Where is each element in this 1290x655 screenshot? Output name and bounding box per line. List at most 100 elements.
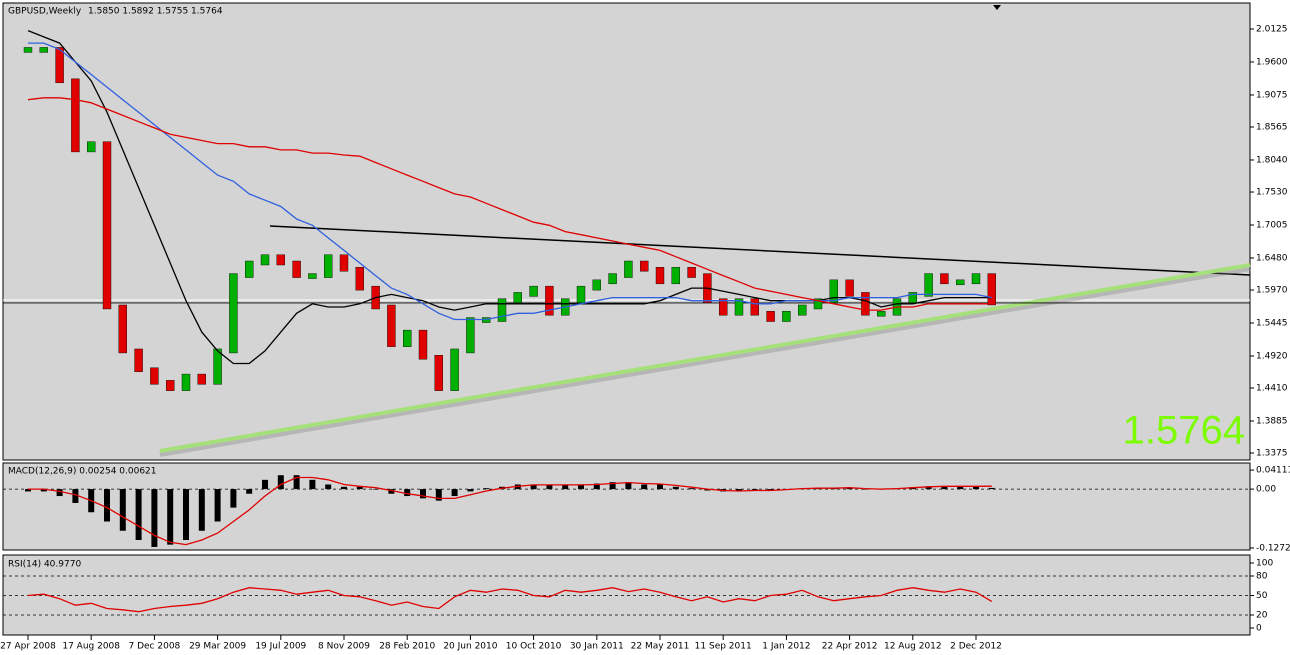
histogram-bar [435, 489, 442, 501]
indicator-line [27, 587, 993, 613]
y-tick-label: 0.04111 [1256, 466, 1290, 476]
candle [608, 273, 617, 285]
candle [719, 298, 728, 316]
histogram-bar [973, 486, 979, 490]
candle [782, 311, 791, 322]
histogram-bar [167, 489, 174, 545]
y-tick-label: 1.8565 [1256, 123, 1288, 133]
y-tick-label: 2.0125 [1256, 25, 1288, 35]
candle [134, 348, 143, 372]
moving-average [27, 29, 992, 365]
x-tick-label: 30 Jan 2011 [570, 642, 624, 652]
histogram-bar [40, 489, 47, 492]
ohlc-readout: 1.5850 1.5892 1.5755 1.5764 [88, 7, 223, 17]
candle [39, 47, 48, 53]
histogram-bar [767, 489, 774, 491]
chart-title: GBPUSD,Weekly [8, 7, 82, 17]
histogram-bar [119, 489, 126, 531]
candle [229, 273, 238, 354]
candle [497, 298, 507, 322]
candle [734, 298, 744, 316]
x-tick-label: 7 Dec 2008 [129, 642, 181, 652]
x-tick-label: 8 Nov 2009 [318, 642, 370, 652]
candle [55, 47, 64, 84]
histogram-bar [625, 482, 632, 490]
plot-layer: 27 Apr 2008 17 Aug 2008 7 Dec 2008 29 Mar 2… [0, 25, 1290, 652]
candle [576, 285, 586, 303]
histogram-bar [183, 489, 189, 541]
moving-average [27, 97, 992, 311]
macd-title: MACD(12,26,9) 0.00254 0.00621 [8, 467, 157, 477]
candle [924, 273, 933, 297]
rsi-title: RSI(14) 40.9770 [8, 560, 81, 570]
candle [86, 141, 96, 153]
y-tick-label: 100 [1256, 558, 1273, 568]
histogram-bar [862, 489, 869, 490]
y-tick-label: 1.5970 [1256, 286, 1288, 296]
candle [940, 273, 949, 285]
candle [418, 329, 428, 360]
x-tick-label: 20 Jun 2010 [443, 642, 497, 652]
histogram-bar [483, 488, 490, 490]
candle [71, 78, 80, 153]
histogram-bar [56, 489, 63, 497]
histogram-bar [751, 489, 758, 491]
histogram-bar [546, 485, 553, 490]
x-tick-label: 1 Jan 2012 [762, 642, 810, 652]
indicator-line [28, 476, 992, 546]
y-tick-label: 1.3885 [1256, 416, 1288, 426]
candle [260, 254, 270, 266]
price-panel [2, 2, 1251, 461]
candle [150, 367, 159, 385]
candle [671, 267, 680, 285]
histogram-bar [262, 479, 268, 490]
histogram-bar [672, 486, 679, 490]
candle [877, 311, 886, 317]
candle [165, 380, 175, 391]
candle [403, 329, 412, 347]
histogram-bar [356, 486, 363, 490]
x-tick-label: 29 Mar 2009 [189, 642, 246, 652]
x-tick-label: 28 Feb 2010 [379, 642, 435, 652]
x-tick-label: 22 May 2011 [631, 642, 690, 652]
support-trendline [159, 263, 1251, 453]
candle [640, 260, 649, 272]
histogram-bar [925, 486, 932, 490]
histogram-bar [704, 489, 711, 491]
histogram-bar [135, 489, 142, 541]
y-tick-label: 1.4410 [1256, 384, 1288, 394]
histogram-bar [198, 489, 205, 531]
candle [987, 273, 996, 306]
shift-marker [993, 5, 1001, 10]
candle [102, 141, 112, 310]
histogram-bar [341, 486, 347, 490]
x-tick-label: 19 Jul 2009 [255, 642, 306, 652]
histogram-bar [214, 489, 221, 522]
x-tick-label: 10 Oct 2010 [506, 642, 562, 652]
histogram-bar [957, 486, 964, 490]
histogram-bar [688, 488, 695, 490]
candle [845, 279, 854, 297]
y-tick-label: 0.00 [1256, 485, 1276, 495]
y-tick-label: 1.9075 [1256, 90, 1288, 100]
candle [244, 260, 254, 278]
candle [197, 373, 207, 385]
histogram-bar [151, 489, 158, 547]
candle [339, 254, 349, 272]
candle [687, 267, 696, 278]
candle [750, 298, 759, 316]
candle [655, 267, 665, 285]
candle [23, 47, 33, 53]
histogram-bar [657, 484, 663, 490]
histogram-bar [562, 485, 569, 490]
candle [324, 254, 333, 278]
histogram-bar [941, 486, 948, 490]
histogram-bar [309, 479, 316, 490]
histogram-bar [104, 489, 110, 522]
x-tick-label: 11 Sep 2011 [695, 642, 752, 652]
candle [308, 273, 317, 279]
histogram-bar [388, 489, 395, 494]
x-tick-label: 2 Dec 2012 [950, 642, 1002, 652]
y-tick-label: 1.6480 [1256, 253, 1288, 263]
